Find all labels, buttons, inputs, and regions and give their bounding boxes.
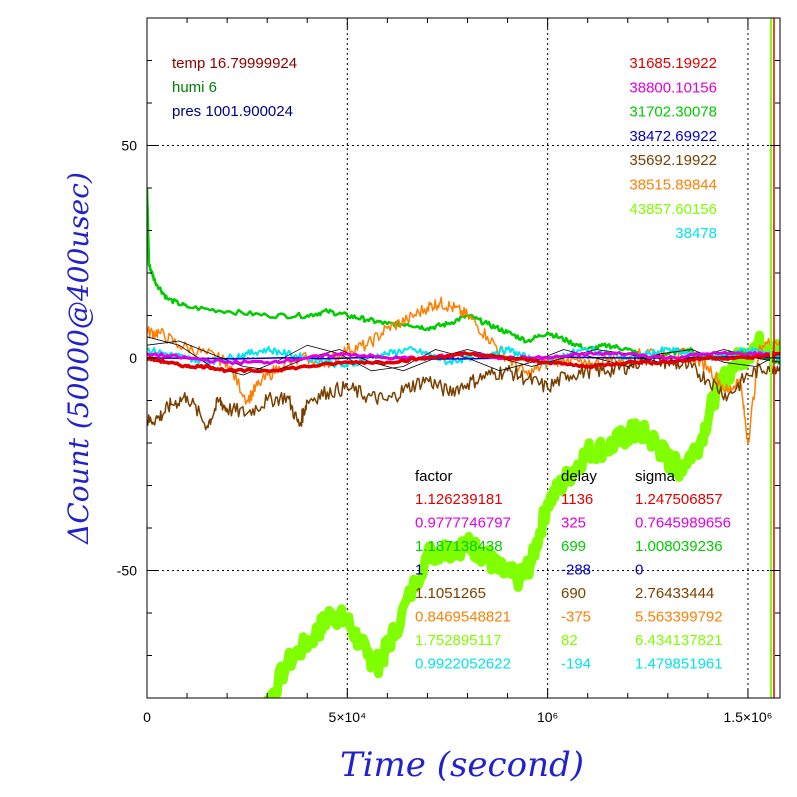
- annotation-layer: temp 16.79999924 humi 6 pres 1001.900024 31…: [172, 55, 731, 673]
- series-line-2: [147, 296, 780, 444]
- table-cell: -288: [561, 562, 591, 579]
- legend-value: 38478: [675, 225, 717, 242]
- x-tick-label: 0: [143, 709, 151, 725]
- series-line-0: [263, 330, 780, 698]
- table-cell: -375: [561, 609, 591, 626]
- legend-value: 43857.60156: [629, 201, 717, 218]
- env-label: humi 6: [172, 79, 217, 96]
- table-cell: 690: [561, 585, 586, 602]
- table-cell: 0: [635, 562, 643, 579]
- table-cell: 1.1051265: [415, 585, 486, 602]
- y-tick-label: 0: [129, 350, 137, 366]
- table-cell: 1136: [561, 491, 593, 508]
- y-tick-label: 50: [121, 138, 137, 154]
- table-cell: 1.479851961: [635, 656, 723, 673]
- series-line-3: [147, 352, 780, 431]
- x-tick-label: 10⁶: [537, 709, 558, 725]
- env-label: pres 1001.900024: [172, 103, 293, 120]
- table-cell: 0.9922052622: [415, 656, 511, 673]
- axis-ticks: 0 5×10⁴ 10⁶ 1.5×10⁶ -50 0 50: [117, 17, 780, 725]
- x-tick-label: 5×10⁴: [329, 709, 367, 725]
- table-cell: 699: [561, 538, 586, 555]
- table-cell: 0.7645989656: [635, 515, 731, 532]
- legend-value: 38472.69922: [629, 128, 717, 145]
- table-cell: 1.008039236: [635, 538, 723, 555]
- table-cell: 1.752895117: [415, 632, 501, 649]
- y-axis-title: ΔCount (50000@400usec): [62, 172, 95, 545]
- table-header-delay: delay: [561, 468, 597, 485]
- table-cell: 6.434137821: [635, 632, 723, 649]
- table-cell: 1: [415, 562, 423, 579]
- env-label: temp 16.79999924: [172, 55, 297, 72]
- table-header-sigma: sigma: [635, 468, 676, 485]
- table-header-factor: factor: [415, 468, 453, 485]
- legend-value: 31685.19922: [629, 55, 717, 72]
- legend-value: 38800.10156: [629, 79, 717, 96]
- legend-value: 31702.30078: [629, 104, 717, 121]
- y-tick-label: -50: [117, 563, 137, 579]
- table-cell: 2.76433444: [635, 585, 714, 602]
- x-tick-label: 1.5×10⁶: [723, 709, 772, 725]
- series-line-9: [147, 351, 780, 374]
- table-cell: 1.247506857: [635, 491, 723, 508]
- table-cell: 82: [561, 632, 578, 649]
- legend-value: 35692.19922: [629, 152, 717, 169]
- table-cell: 0.9777746797: [415, 515, 511, 532]
- table-cell: -194: [561, 656, 591, 673]
- table-cell: 5.563399792: [635, 609, 723, 626]
- legend-value: 38515.89844: [629, 177, 717, 194]
- series-layer: [147, 187, 780, 698]
- table-cell: 0.8469548821: [415, 609, 511, 626]
- table-cell: 1.126239181: [415, 491, 503, 508]
- x-axis-title: Time (second): [340, 745, 584, 785]
- table-cell: 1.187138438: [415, 538, 503, 555]
- table-cell: 325: [561, 515, 586, 532]
